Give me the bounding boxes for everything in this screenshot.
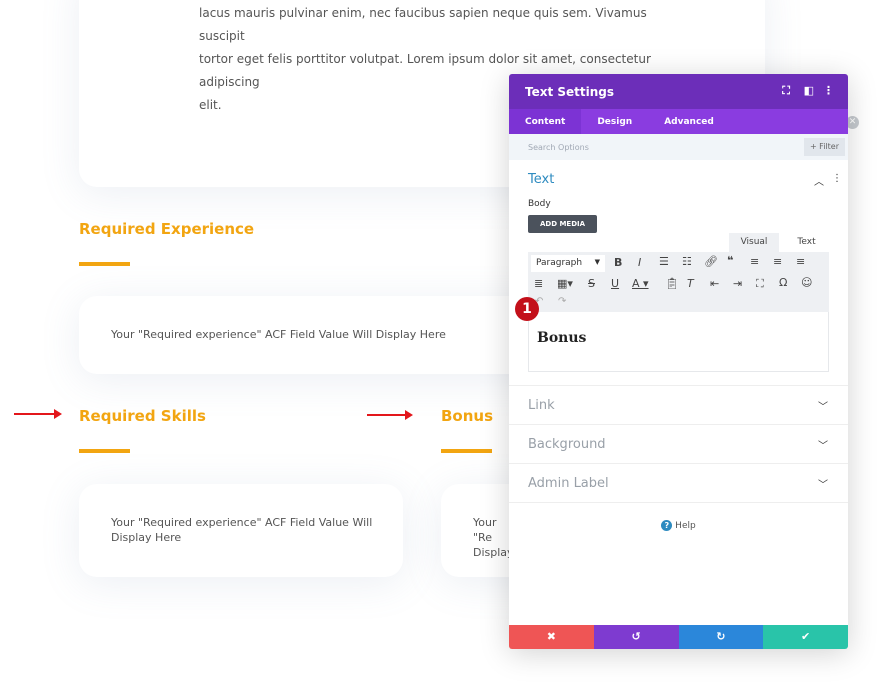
search-options-input[interactable]: Search Options + Filter — [509, 134, 848, 160]
blockquote-icon[interactable]: ❝ — [727, 254, 734, 267]
indent-icon[interactable]: ⇥ — [733, 277, 743, 290]
text-settings-panel: Text Settings ⛶ ◧ ⋮ Content Design Advan… — [509, 74, 848, 649]
panel-footer: ✖ ↺ ↻ ✔ — [509, 625, 848, 649]
required-experience-card: Your "Required experience" ACF Field Val… — [79, 296, 559, 374]
paste-text-icon[interactable]: 📋︎ — [665, 277, 679, 290]
underline-icon[interactable]: U — [611, 277, 620, 290]
text-color-icon[interactable]: A ▾ — [632, 277, 649, 290]
outdent-icon[interactable]: ⇤ — [710, 277, 720, 290]
strikethrough-icon[interactable]: S — [588, 277, 595, 290]
paragraph-line: lacus mauris pulvinar enim, nec faucibus… — [199, 6, 647, 43]
format-select[interactable]: Paragraph ▼ — [531, 255, 605, 272]
undo-icon[interactable]: ↶ — [535, 296, 544, 307]
visual-tab[interactable]: Visual — [729, 233, 779, 252]
save-button[interactable]: ✔ — [763, 625, 848, 649]
paragraph-line: elit. — [199, 98, 222, 112]
required-skills-heading: Required Skills — [79, 407, 206, 425]
tab-design[interactable]: Design — [597, 117, 633, 127]
tab-content[interactable]: Content — [509, 109, 582, 134]
align-right-icon[interactable]: ≡ — [796, 255, 806, 268]
field-value: Your "Re Display — [473, 516, 509, 559]
undo-button[interactable]: ↺ — [593, 625, 679, 649]
field-value: Your "Required experience" ACF Field Val… — [111, 516, 373, 544]
section-background[interactable]: Background ﹀ — [509, 425, 848, 464]
chevron-up-icon[interactable]: ︿ — [814, 177, 824, 188]
help-link[interactable]: ? Help — [509, 520, 848, 531]
paragraph-line: tortor eget felis porttitor volutpat. Lo… — [199, 52, 651, 89]
panel-tabs: Content Design Advanced — [509, 109, 848, 134]
table-icon[interactable]: ▦▾ — [557, 277, 573, 290]
search-placeholder: Search Options — [528, 143, 589, 152]
link-icon[interactable]: 🔗︎ — [704, 255, 718, 268]
arrow-icon — [367, 410, 413, 420]
help-icon: ? — [661, 520, 673, 531]
text-section-title[interactable]: Text — [528, 172, 555, 187]
emoji-icon[interactable]: ☺ — [801, 276, 813, 289]
fullscreen-editor-icon[interactable]: ⛶ — [756, 277, 764, 290]
required-skills-card: Your "Required experience" ACF Field Val… — [79, 484, 403, 577]
heading-underline — [79, 262, 130, 266]
clear-formatting-icon[interactable]: T — [687, 277, 694, 290]
step-badge: 1 — [515, 297, 539, 321]
redo-button[interactable]: ↻ — [678, 625, 764, 649]
section-admin-label[interactable]: Admin Label ﹀ — [509, 464, 848, 503]
editor-toolbar: Paragraph ▼ B I ☰ ☷ 🔗︎ ❝ ≡ ≡ ≡ ≣ ▦▾ S U A… — [528, 252, 829, 312]
split-view-icon[interactable]: ◧ — [803, 84, 814, 97]
justify-icon[interactable]: ≣ — [534, 277, 544, 290]
more-options-icon[interactable]: ⋮ — [823, 84, 834, 97]
italic-icon[interactable]: I — [638, 256, 642, 269]
numbered-list-icon[interactable]: ☷ — [682, 255, 692, 268]
bullet-list-icon[interactable]: ☰ — [659, 255, 669, 268]
chevron-down-icon: ﹀ — [818, 402, 828, 413]
add-media-button[interactable]: ADD MEDIA — [528, 215, 597, 233]
redo-icon[interactable]: ↷ — [558, 296, 567, 307]
text-tab[interactable]: Text — [784, 233, 829, 252]
chevron-down-icon: ﹀ — [818, 480, 828, 491]
bonus-heading: Bonus — [441, 407, 494, 425]
fullscreen-icon[interactable]: ⛶ — [782, 84, 790, 97]
close-icon[interactable]: ✕ — [846, 116, 859, 129]
section-menu-icon[interactable]: ⋮ — [832, 173, 842, 184]
chevron-down-icon: ﹀ — [818, 441, 828, 452]
panel-title: Text Settings — [525, 85, 615, 99]
body-label: Body — [528, 199, 551, 209]
filter-button[interactable]: + Filter — [803, 138, 845, 156]
arrow-icon — [14, 409, 62, 419]
heading-underline — [441, 449, 492, 453]
align-left-icon[interactable]: ≡ — [750, 255, 760, 268]
editor-content[interactable]: Bonus — [528, 312, 829, 372]
align-center-icon[interactable]: ≡ — [773, 255, 783, 268]
required-experience-heading: Required Experience — [79, 220, 255, 238]
section-link[interactable]: Link ﹀ — [509, 386, 848, 425]
text-section: Text ︿ ⋮ Body ADD MEDIA Visual Text Para… — [509, 160, 848, 386]
bold-icon[interactable]: B — [614, 256, 623, 269]
tab-advanced[interactable]: Advanced — [664, 117, 714, 127]
heading-underline — [79, 449, 130, 453]
panel-header: Text Settings ⛶ ◧ ⋮ — [509, 74, 848, 109]
special-character-icon[interactable]: Ω — [779, 276, 788, 289]
field-value: Your "Required experience" ACF Field Val… — [111, 328, 446, 341]
cancel-button[interactable]: ✖ — [509, 625, 594, 649]
